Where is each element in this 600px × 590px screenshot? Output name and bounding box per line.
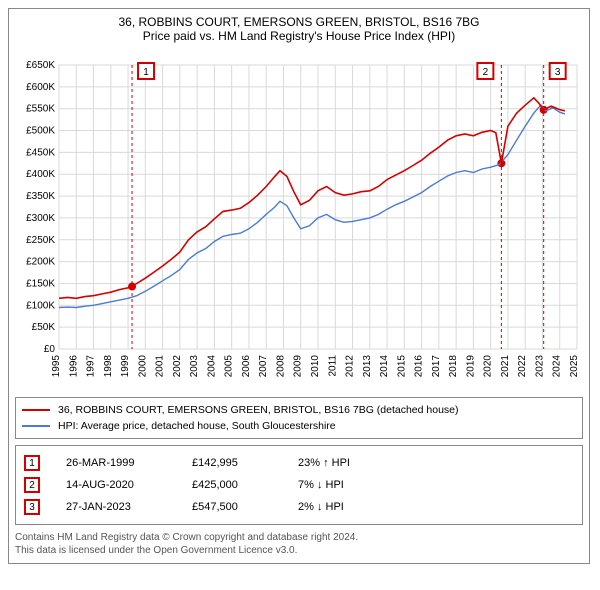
svg-text:2025: 2025: [569, 355, 580, 378]
svg-text:2009: 2009: [293, 355, 304, 378]
svg-text:2006: 2006: [241, 355, 252, 378]
svg-text:2001: 2001: [155, 355, 166, 378]
legend-swatch-1: [22, 409, 50, 411]
svg-text:2005: 2005: [224, 355, 235, 378]
svg-text:2018: 2018: [448, 355, 459, 378]
svg-text:£100K: £100K: [26, 300, 55, 311]
event-marker-2: 2: [24, 477, 40, 493]
svg-text:£250K: £250K: [26, 235, 55, 246]
event-row-1: 1 26-MAR-1999 £142,995 23% ↑ HPI: [24, 452, 574, 474]
event-date-2: 14-AUG-2020: [66, 479, 166, 491]
svg-text:£600K: £600K: [26, 82, 55, 93]
svg-text:£200K: £200K: [26, 257, 55, 268]
svg-text:2003: 2003: [189, 355, 200, 378]
svg-text:£550K: £550K: [26, 104, 55, 115]
svg-text:2022: 2022: [517, 355, 528, 378]
svg-text:2011: 2011: [327, 355, 338, 377]
svg-text:2021: 2021: [500, 355, 511, 378]
event-hpi-3: 2% ↓ HPI: [298, 501, 388, 513]
event-price-3: £547,500: [192, 501, 272, 513]
legend-row: 36, ROBBINS COURT, EMERSONS GREEN, BRIST…: [22, 402, 576, 418]
svg-text:2017: 2017: [431, 355, 442, 378]
svg-text:2010: 2010: [310, 355, 321, 378]
event-row-2: 2 14-AUG-2020 £425,000 7% ↓ HPI: [24, 474, 574, 496]
svg-text:£300K: £300K: [26, 213, 55, 224]
svg-text:2024: 2024: [552, 355, 563, 378]
svg-text:2002: 2002: [172, 355, 183, 378]
svg-text:2023: 2023: [534, 355, 545, 378]
event-price-1: £142,995: [192, 457, 272, 469]
event-price-2: £425,000: [192, 479, 272, 491]
svg-text:2020: 2020: [483, 355, 494, 378]
event-date-3: 27-JAN-2023: [66, 501, 166, 513]
svg-text:3: 3: [555, 67, 561, 78]
chart-title-1: 36, ROBBINS COURT, EMERSONS GREEN, BRIST…: [15, 15, 583, 29]
legend-swatch-2: [22, 425, 50, 427]
svg-text:£500K: £500K: [26, 126, 55, 137]
svg-text:2013: 2013: [362, 355, 373, 378]
svg-text:2000: 2000: [137, 355, 148, 378]
legend-label-1: 36, ROBBINS COURT, EMERSONS GREEN, BRIST…: [58, 404, 459, 416]
plot-area: £0 £50K £100K £150K £200K £250K £300K £350K £400…: [15, 47, 583, 391]
event-hpi-1: 23% ↑ HPI: [298, 457, 388, 469]
svg-text:2019: 2019: [465, 355, 476, 378]
event-hpi-2: 7% ↓ HPI: [298, 479, 388, 491]
event-row-3: 3 27-JAN-2023 £547,500 2% ↓ HPI: [24, 496, 574, 518]
svg-text:2007: 2007: [258, 355, 269, 378]
chart-container: 36, ROBBINS COURT, EMERSONS GREEN, BRIST…: [8, 8, 590, 564]
svg-text:£450K: £450K: [26, 147, 55, 158]
svg-text:2004: 2004: [206, 355, 217, 378]
svg-text:1995: 1995: [51, 355, 62, 378]
svg-text:£400K: £400K: [26, 169, 55, 180]
footnote: Contains HM Land Registry data © Crown c…: [15, 531, 583, 557]
svg-text:2016: 2016: [414, 355, 425, 378]
svg-text:2015: 2015: [396, 355, 407, 378]
footnote-line-1: Contains HM Land Registry data © Crown c…: [15, 531, 583, 544]
svg-text:1998: 1998: [103, 355, 114, 378]
svg-text:1999: 1999: [120, 355, 131, 378]
chart-title-2: Price paid vs. HM Land Registry's House …: [15, 29, 583, 43]
event-date-1: 26-MAR-1999: [66, 457, 166, 469]
svg-text:£0: £0: [44, 344, 56, 355]
svg-text:2012: 2012: [345, 355, 356, 378]
svg-text:1: 1: [143, 67, 149, 78]
svg-text:£350K: £350K: [26, 191, 55, 202]
svg-text:£650K: £650K: [26, 60, 55, 71]
legend-box: 36, ROBBINS COURT, EMERSONS GREEN, BRIST…: [15, 397, 583, 439]
svg-text:2: 2: [483, 67, 489, 78]
svg-text:1996: 1996: [68, 355, 79, 378]
event-marker-3: 3: [24, 499, 40, 515]
svg-text:£150K: £150K: [26, 278, 55, 289]
svg-text:1997: 1997: [86, 355, 97, 378]
events-box: 1 26-MAR-1999 £142,995 23% ↑ HPI 2 14-AU…: [15, 445, 583, 525]
chart-svg: £0 £50K £100K £150K £200K £250K £300K £350K £400…: [15, 47, 583, 391]
footnote-line-2: This data is licensed under the Open Gov…: [15, 544, 583, 557]
svg-text:£50K: £50K: [32, 322, 56, 333]
legend-label-2: HPI: Average price, detached house, Sout…: [58, 420, 336, 432]
legend-row: HPI: Average price, detached house, Sout…: [22, 418, 576, 434]
svg-text:2014: 2014: [379, 355, 390, 378]
svg-text:2008: 2008: [275, 355, 286, 378]
event-marker-1: 1: [24, 455, 40, 471]
